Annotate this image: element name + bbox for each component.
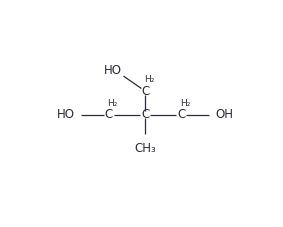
Text: H₂: H₂ (144, 75, 154, 84)
Text: H₂: H₂ (180, 99, 190, 108)
Text: C: C (177, 108, 185, 121)
Text: CH₃: CH₃ (134, 142, 156, 155)
Text: C: C (141, 84, 149, 98)
Text: C: C (105, 108, 113, 121)
Text: C: C (141, 108, 149, 121)
Text: OH: OH (215, 108, 233, 121)
Text: H₂: H₂ (108, 99, 118, 108)
Text: HO: HO (57, 108, 75, 121)
Text: HO: HO (104, 64, 122, 76)
